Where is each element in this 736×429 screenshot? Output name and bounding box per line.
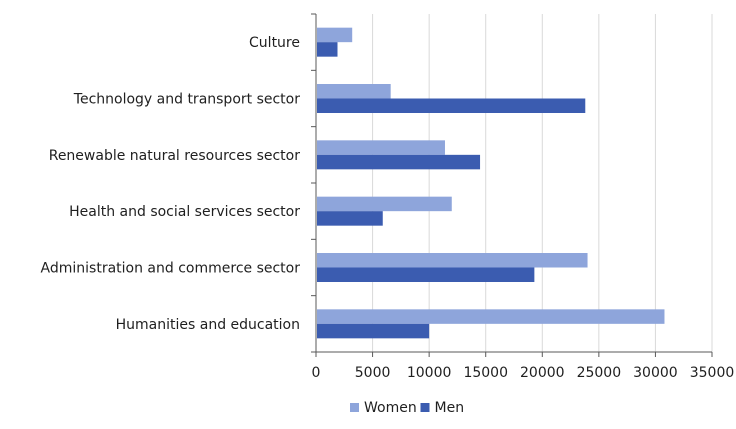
bars xyxy=(317,27,665,339)
x-tick-labels: 0 5000 10000 15000 20000 25000 30000 35000 xyxy=(312,365,735,381)
x-tick-label: 25000 xyxy=(577,365,622,381)
x-tick-label: 35000 xyxy=(690,365,735,381)
legend-label: Men xyxy=(435,400,465,416)
category-label: Humanities and education xyxy=(116,317,300,333)
legend-swatch xyxy=(420,403,430,412)
bar-women xyxy=(317,309,665,324)
bar-men xyxy=(317,267,535,282)
bar-men xyxy=(317,211,383,226)
category-label: Culture xyxy=(249,35,300,51)
x-tick-label: 0 xyxy=(312,365,321,381)
bar-men xyxy=(317,98,586,113)
bar-women xyxy=(317,253,588,268)
bar-men xyxy=(317,154,481,170)
legend-label: Women xyxy=(364,400,417,416)
bar-men xyxy=(317,323,430,339)
bar-men xyxy=(317,42,338,57)
category-label: Health and social services sector xyxy=(69,204,300,220)
bar-women xyxy=(317,140,445,155)
bar-women xyxy=(317,27,353,43)
axes xyxy=(311,13,713,357)
category-label: Technology and transport sector xyxy=(73,92,300,108)
x-tick-label: 5000 xyxy=(355,365,391,381)
x-tick-label: 10000 xyxy=(407,365,452,381)
x-tick-label: 30000 xyxy=(633,365,678,381)
bar-women xyxy=(317,84,391,99)
x-tick-label: 15000 xyxy=(463,365,508,381)
legend: Women Men xyxy=(350,400,464,416)
category-label: Renewable natural resources sector xyxy=(49,148,301,164)
legend-swatch xyxy=(350,403,359,412)
gridlines xyxy=(372,14,713,352)
x-tick-label: 20000 xyxy=(520,365,565,381)
category-labels: Culture Technology and transport sector Re… xyxy=(41,35,301,333)
bar-women xyxy=(317,196,452,212)
category-label: Administration and commerce sector xyxy=(41,261,301,277)
